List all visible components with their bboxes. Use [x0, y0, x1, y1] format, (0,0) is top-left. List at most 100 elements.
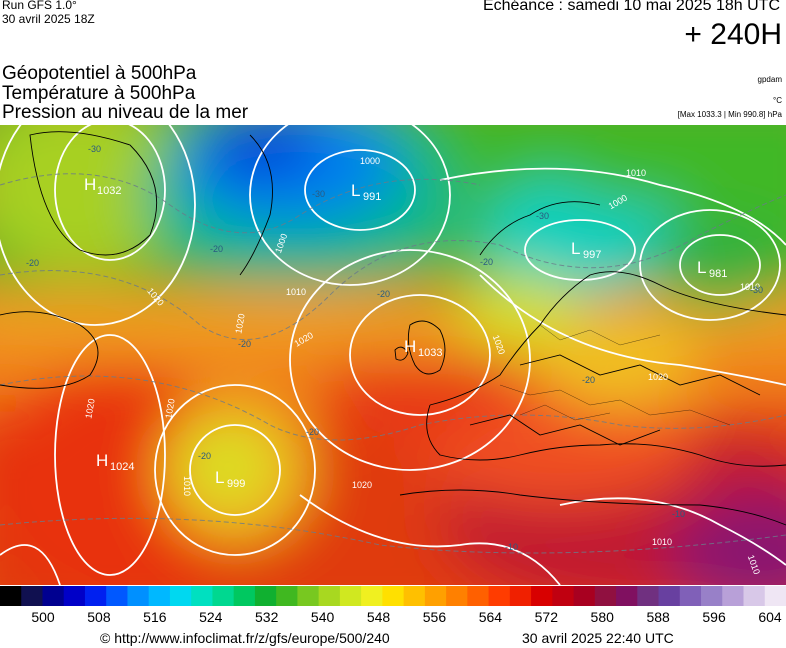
color-scale-swatch	[594, 586, 617, 606]
isobar-label: 1010	[182, 476, 192, 496]
color-scale-swatch	[573, 586, 596, 606]
color-scale-tick-label: 572	[534, 609, 558, 625]
isobar-label: 1000	[360, 156, 380, 166]
color-scale-swatch	[233, 586, 256, 606]
pressure-center-type: H	[84, 175, 96, 194]
pressure-center-value: 1024	[110, 461, 134, 473]
run-label: Run GFS 1.0°	[2, 0, 77, 12]
color-scale-swatch	[637, 586, 660, 606]
unit-geopotential: gpdam	[757, 75, 782, 84]
color-scale-swatch	[191, 586, 214, 606]
run-date: 30 avril 2025 18Z	[2, 12, 95, 26]
color-scale-swatch	[722, 586, 745, 606]
color-scale-swatch	[21, 586, 44, 606]
pressure-center-value: 991	[363, 191, 381, 203]
copyright-link[interactable]: © http://www.infoclimat.fr/z/gfs/europe/…	[100, 630, 390, 646]
color-scale-swatch	[254, 586, 277, 606]
pressure-range: [Max 1033.3 | Min 990.8] hPa	[677, 110, 782, 119]
isotherm-label: -20	[582, 375, 595, 385]
color-scale-swatch	[743, 586, 766, 606]
isotherm-label: -30	[312, 189, 325, 199]
color-scale-swatch	[42, 586, 65, 606]
color-scale-tick-label: 588	[646, 609, 670, 625]
isobar-label: 1010	[740, 282, 760, 292]
isobar-label: 1020	[83, 398, 96, 419]
color-scale-swatch	[63, 586, 86, 606]
color-scale-swatch	[106, 586, 129, 606]
color-scale-swatch	[403, 586, 426, 606]
color-scale-swatch	[701, 586, 723, 606]
isotherm-label: -30	[536, 211, 549, 221]
color-scale-swatch	[339, 586, 362, 606]
generated-date: 30 avril 2025 22:40 UTC	[522, 630, 674, 646]
color-scale-tick-label: 524	[199, 609, 223, 625]
isobar-label: 1010	[652, 537, 672, 547]
color-scale-swatch	[212, 586, 235, 606]
color-scale-swatch	[658, 586, 681, 606]
color-scale-tick-label: 516	[143, 609, 167, 625]
color-scale-swatch	[84, 586, 107, 606]
pressure-center-value: 981	[709, 268, 727, 280]
color-scale-swatch	[382, 586, 405, 606]
color-scale-swatch	[679, 586, 702, 606]
color-scale-swatch	[467, 586, 490, 606]
isobar-label: 1020	[352, 480, 372, 490]
color-scale-swatch	[488, 586, 511, 606]
isotherm-label: -20	[377, 289, 390, 299]
color-scale-ticks: 500 508 516 524 532 540 548 556 564 572 580 588 596 6…	[0, 609, 786, 627]
color-scale-tick-label: 508	[87, 609, 111, 625]
color-scale-tick-label: 604	[758, 609, 782, 625]
pressure-center-value: 999	[227, 478, 245, 490]
color-scale-tick-label: 548	[366, 609, 391, 625]
isotherm-label: -20	[210, 244, 223, 254]
isobar-label: 1010	[286, 287, 306, 297]
isotherm-label: -30	[88, 144, 101, 154]
weather-map: H 1032 L 991 L 997 L 981 H 1033 H 1024 L…	[0, 125, 786, 585]
title-geopotential: Géopotentiel à 500hPa	[2, 63, 197, 84]
pressure-center-type: L	[571, 239, 580, 258]
color-scale-swatch	[148, 586, 171, 606]
color-scale-swatch	[531, 586, 553, 606]
isotherm-label: -20	[238, 339, 251, 349]
color-scale-tick-label: 532	[255, 609, 279, 625]
isobar-label: 1010	[626, 168, 646, 178]
pressure-center-type: H	[96, 451, 108, 470]
color-scale-swatch	[318, 586, 341, 606]
pressure-center-value: 1033	[418, 347, 442, 359]
pressure-center-type: L	[215, 468, 224, 487]
color-scale-swatch	[361, 586, 383, 606]
color-scale-swatch	[169, 586, 192, 606]
color-scale-tick-label: 580	[590, 609, 614, 625]
pressure-center-value: 997	[583, 249, 601, 261]
title-temperature: Température à 500hPa	[2, 83, 196, 104]
forecast-valid-time: Echéance : samedi 10 mai 2025 18h UTC	[482, 0, 780, 14]
isotherm-label: -10	[505, 542, 518, 552]
pressure-center-value: 1032	[97, 185, 121, 197]
color-scale-bar	[0, 586, 786, 606]
isotherm-label: -20	[480, 257, 493, 267]
color-scale-swatch	[424, 586, 447, 606]
color-scale-tick-label: 556	[422, 609, 447, 625]
lead-time: + 240H	[684, 18, 782, 51]
color-scale-swatch	[297, 586, 320, 606]
isotherm-label: -10	[672, 509, 685, 519]
color-scale-swatch	[446, 586, 468, 606]
color-scale-swatch	[0, 586, 22, 606]
color-scale-swatch	[764, 586, 786, 606]
unit-temperature: °C	[773, 96, 782, 105]
pressure-center-type: L	[351, 181, 360, 200]
title-pressure: Pression au niveau de la mer	[2, 102, 249, 123]
pressure-center-type: H	[404, 337, 416, 356]
color-scale-swatch	[616, 586, 638, 606]
isotherm-label: -20	[198, 451, 211, 461]
color-scale-tick-label: 564	[478, 609, 503, 625]
color-scale-swatch	[509, 586, 532, 606]
isotherm-label: -30	[750, 285, 763, 295]
isobar-label: 1020	[648, 372, 668, 382]
isobar-label: 1020	[233, 313, 246, 334]
isotherm-label: -20	[26, 258, 39, 268]
color-scale-tick-label: 540	[310, 609, 335, 625]
isobar-label: 1020	[163, 398, 176, 419]
pressure-center-type: L	[697, 258, 706, 277]
color-scale-swatch	[276, 586, 298, 606]
